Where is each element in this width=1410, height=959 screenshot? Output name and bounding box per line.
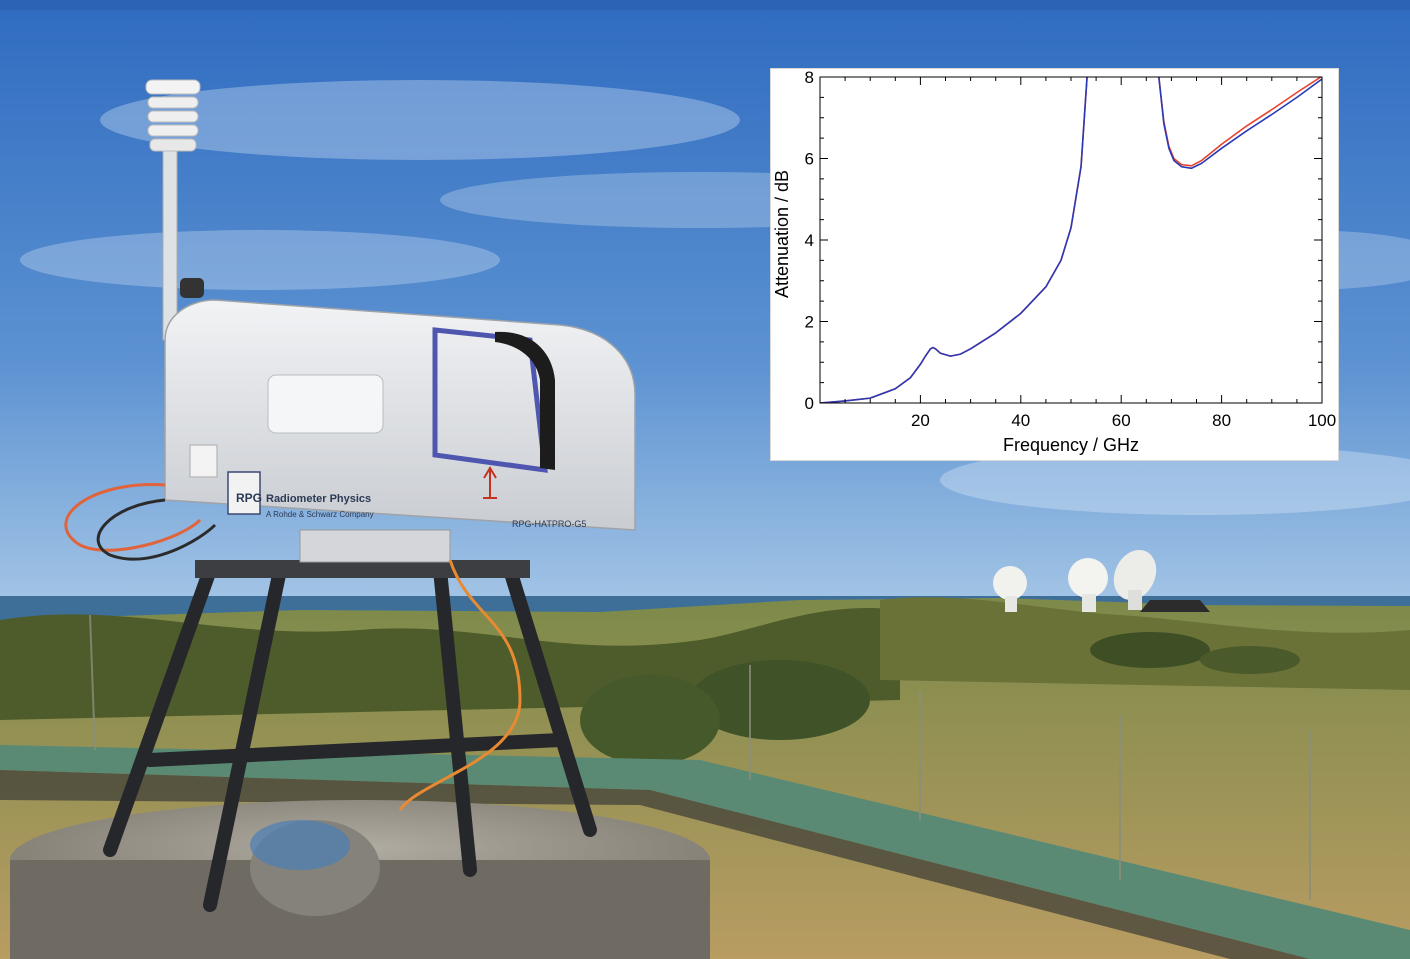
y-axis-title: Attenuation / dB [772, 170, 792, 298]
y-tick-label: 4 [805, 231, 814, 250]
x-tick-label: 40 [1011, 411, 1030, 430]
cables [64, 483, 522, 811]
attenuation-chart: 20 40 60 80 100 0 2 4 6 8 Attenuation / dB Freque… [770, 68, 1339, 461]
instrument-brand: Radiometer Physics [266, 493, 371, 505]
y-tick-label: 6 [805, 150, 814, 169]
instrument-stand [103, 563, 597, 912]
y-tick-label: 0 [805, 394, 814, 413]
concrete-plinth [10, 800, 710, 959]
series-line-2 [820, 77, 1322, 403]
instrument-logo: RPG [236, 491, 262, 505]
stand-top-plate [195, 560, 530, 578]
x-tick-label: 60 [1112, 411, 1131, 430]
antenna-domes [993, 549, 1210, 612]
fence [89, 614, 1311, 900]
instrument-company: A Rohde & Schwarz Company [266, 510, 374, 519]
instrument-model: RPG-HATPRO-G5 [512, 519, 586, 529]
x-tick-label: 80 [1212, 411, 1231, 430]
x-tick-label: 100 [1308, 411, 1336, 430]
x-axis-title: Frequency / GHz [1003, 435, 1139, 455]
x-tick-label: 20 [911, 411, 930, 430]
chart-canvas: 20 40 60 80 100 0 2 4 6 8 Attenuation / dB Freque… [772, 69, 1336, 455]
series-line-1 [820, 77, 1322, 403]
weather-sensor-mast [145, 79, 204, 341]
radiometer-instrument: RPG Radiometer Physics A Rohde & Schwarz… [164, 299, 636, 563]
y-tick-label: 2 [805, 313, 814, 332]
y-tick-label: 8 [805, 69, 814, 87]
